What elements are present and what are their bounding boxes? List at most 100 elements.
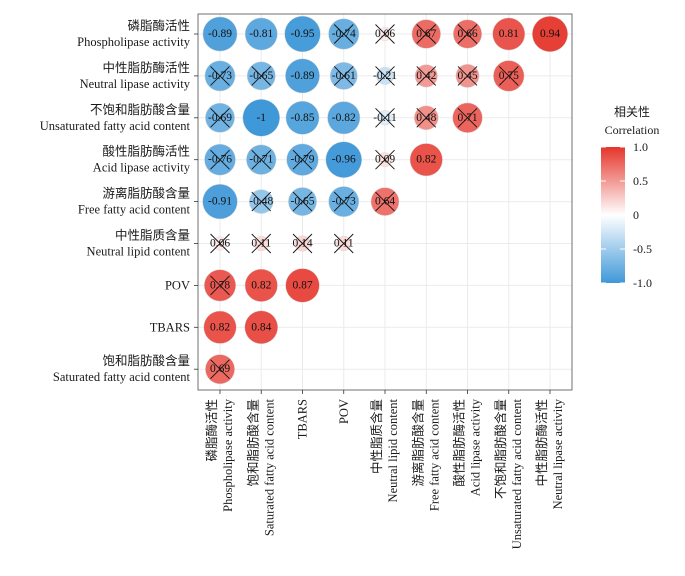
x-axis-label: 饱和脂肪酸含量 [245,399,260,487]
y-axis-label: Neutral lipid content [87,245,191,259]
correlation-cell: 0.82 [203,310,237,344]
correlation-cell: -0.82 [327,101,361,135]
x-axis-label: 游离脂肪酸含量 [410,399,425,487]
cross-mark [375,24,395,44]
y-axis-label: POV [165,278,190,292]
x-axis-label: POV [337,399,351,424]
cross-mark [457,24,478,44]
correlation-cell: 0.66 [453,19,482,49]
correlation-circle [244,268,278,302]
cross-mark [375,149,395,170]
correlation-cell: 0.71 [452,102,483,133]
correlation-value-label: -1 [256,112,266,124]
correlation-value-label: -0.89 [208,28,232,40]
correlation-circle [325,141,362,178]
cross-mark [375,107,395,128]
cross-mark [292,233,313,254]
correlation-circle [202,183,238,220]
x-axis-label: TBARS [296,399,310,439]
cross-mark [210,233,230,254]
correlation-cell: 0.69 [205,354,235,385]
correlation-circle [409,143,443,177]
correlation-cell: 0.84 [244,310,278,345]
correlation-cell: -0.95 [284,15,321,53]
correlation-cell: 0.06 [210,233,230,254]
x-axis-label: 不饱和脂肪酸含量 [493,399,508,499]
correlation-value-label: -0.82 [332,112,356,124]
correlation-value-label: 0.82 [210,321,230,333]
correlation-value-label: -0.85 [291,112,315,124]
correlation-cell: -0.71 [246,144,277,175]
correlation-cell: 0.64 [370,187,400,216]
y-axis-label: 游离脂肪酸含量 [102,186,190,201]
cross-mark [333,233,354,254]
correlation-cell: -0.85 [285,100,320,135]
correlation-circle [285,268,320,303]
legend-tick-label: 0.5 [633,174,648,188]
correlation-cell: -0.81 [244,17,278,51]
y-axis-label: Acid lipase activity [93,161,191,175]
correlation-circle [285,100,320,135]
correlation-circle [285,58,320,94]
cross-mark [333,191,354,212]
y-axis-label: Free fatty acid content [78,203,191,217]
legend-title-zh: 相关性 [614,105,650,119]
correlation-circle [284,15,321,53]
cross-mark [292,191,313,212]
x-axis-label: Unsaturated fatty acid content [510,398,524,549]
x-axis-label: Free fatty acid content [427,398,441,511]
legend-tick-label: -1.0 [633,276,652,290]
correlation-value-label: 0.87 [292,279,312,291]
correlation-cell: 0.75 [493,60,525,92]
correlation-value-label: -0.81 [249,28,273,40]
cross-mark [416,66,437,86]
cross-mark [375,191,395,212]
correlation-cell: 0.82 [244,268,278,302]
correlation-cell: -0.65 [246,61,276,91]
correlation-circle [327,101,361,135]
cross-mark [457,66,478,86]
x-axis-label: Neutral lipase activity [551,398,565,509]
correlation-cell: -0.21 [373,66,397,86]
cross-mark [251,191,272,212]
cross-mark [251,233,272,254]
correlation-cell: -0.61 [329,62,358,90]
y-axis: 磷脂酶活性 Phospholipase activity 中性脂肪酶活性 Neutra… [40,18,198,384]
cross-mark [333,66,354,86]
y-axis-label: 中性脂质含量 [115,228,190,243]
correlation-cell: -0.79 [286,143,319,176]
correlation-cell: -0.74 [328,18,360,50]
correlation-value-label: -0.91 [208,196,232,208]
y-axis-label: TBARS [150,320,190,334]
correlation-circle [492,17,526,51]
cross-mark [251,149,272,170]
correlation-cell: 0.09 [375,149,395,170]
y-axis-label: 中性脂肪酶活性 [102,60,190,75]
correlation-circle [203,310,237,344]
correlation-cell: 0.87 [285,268,320,303]
legend-tick-label: 1.0 [633,140,648,154]
correlation-value-label: 0.82 [416,154,436,166]
x-axis-label: 中性脂肪酶活性 [534,399,549,487]
cross-mark [375,66,395,86]
correlation-value-label: -0.95 [291,28,315,40]
cross-mark [210,359,230,380]
correlation-cell: 0.14 [292,233,313,254]
cross-mark [333,24,354,44]
x-axis-label: Saturated fatty acid content [262,398,276,536]
x-axis-label: Phospholipase activity [221,398,235,512]
correlation-cell: 0.45 [455,64,480,88]
correlation-cell: -0.76 [204,143,236,176]
cross-mark [416,24,437,44]
correlation-cell: -0.89 [202,16,238,52]
correlation-circle [244,310,278,345]
correlation-value-label: 0.82 [251,279,271,291]
cross-mark [457,107,478,128]
correlation-cell: -0.89 [285,58,320,94]
correlation-cell: -0.91 [202,183,238,220]
cross-mark [292,149,313,170]
correlation-cell: -1 [242,99,280,137]
y-axis-label: 磷脂酶活性 [127,18,190,33]
correlation-cell: 0.82 [409,143,443,177]
